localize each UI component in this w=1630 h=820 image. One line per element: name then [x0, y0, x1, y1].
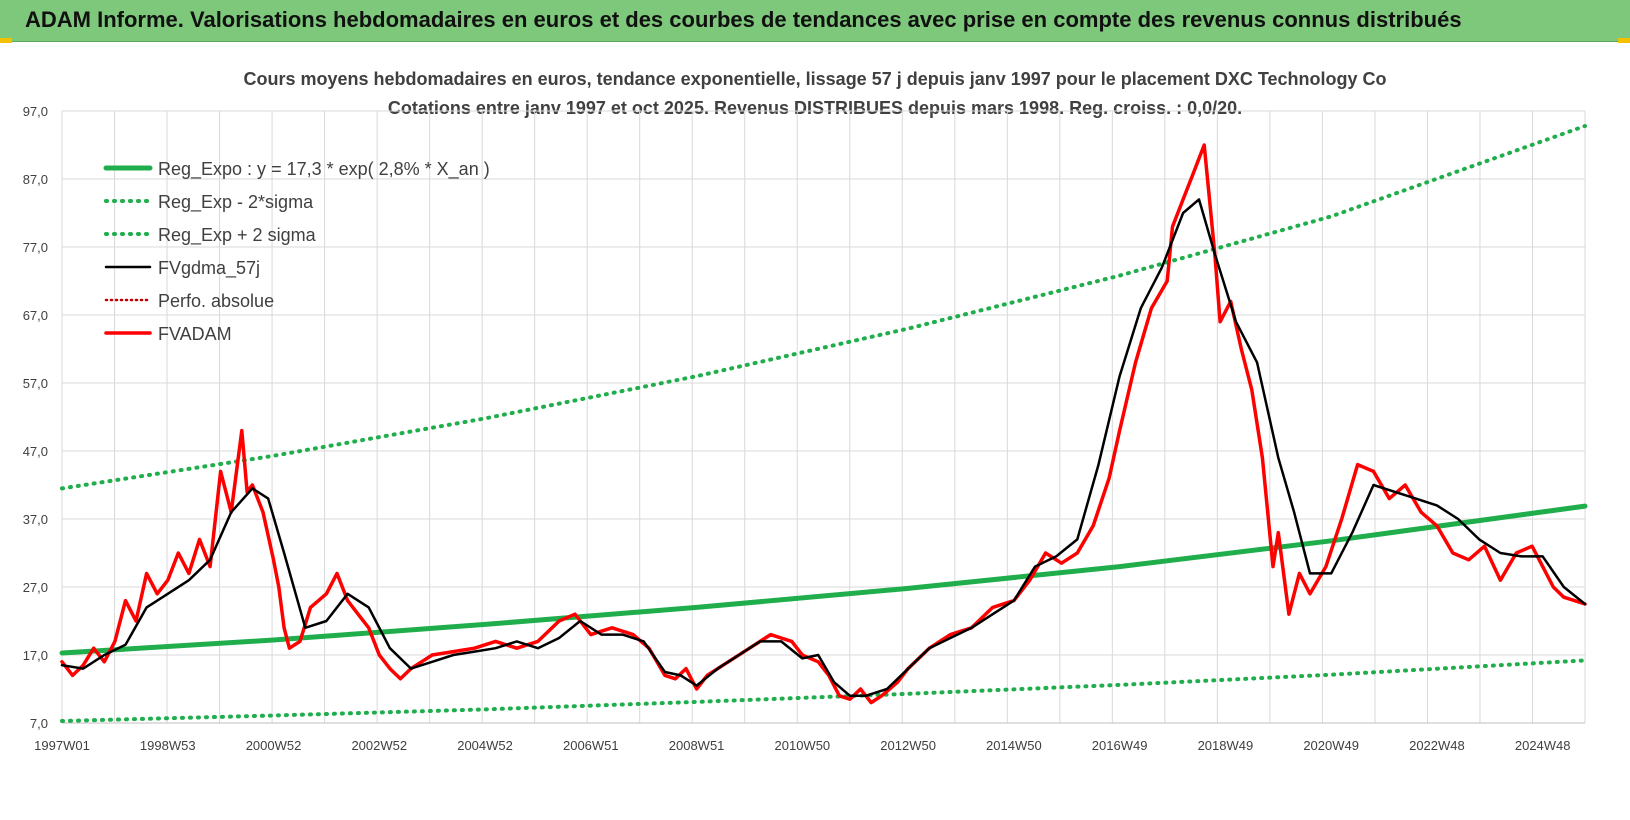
y-tick-label: 97,0 [23, 104, 48, 119]
x-tick-label: 2018W49 [1198, 738, 1254, 753]
series-line-1 [60, 658, 1587, 723]
corner-marker-left [0, 38, 12, 43]
legend-label: FVgdma_57j [158, 258, 260, 279]
series-line-3 [60, 198, 1587, 698]
y-tick-label: 17,0 [23, 648, 48, 663]
legend-label: Reg_Expo : y = 17,3 * exp( 2,8% * X_an ) [158, 159, 490, 180]
y-tick-label: 7,0 [30, 716, 48, 731]
chart-grid [61, 110, 1586, 724]
legend-label: Reg_Exp - 2*sigma [158, 192, 314, 213]
x-tick-label: 2004W52 [457, 738, 513, 753]
y-tick-label: 47,0 [23, 444, 48, 459]
x-tick-label: 2020W49 [1303, 738, 1359, 753]
series-layer [59, 124, 1588, 723]
chart-title: Cours moyens hebdomadaires en euros, ten… [244, 69, 1387, 89]
y-tick-label: 57,0 [23, 376, 48, 391]
x-tick-label: 2022W48 [1409, 738, 1465, 753]
series-line-5 [60, 143, 1587, 705]
x-tick-label: 2002W52 [351, 738, 407, 753]
y-axis: 7,0 17,0 27,0 37,0 47,0 57,0 67,0 77,0 87,0 97,0 [23, 104, 48, 731]
x-tick-label: 2000W52 [246, 738, 302, 753]
x-tick-label: 2016W49 [1092, 738, 1148, 753]
x-tick-label: 2008W51 [669, 738, 725, 753]
x-tick-label: 1997W01 [34, 738, 90, 753]
x-tick-label: 2024W48 [1515, 738, 1571, 753]
chart-legend: Reg_Expo : y = 17,3 * exp( 2,8% * X_an )… [103, 159, 490, 344]
x-tick-label: 1998W53 [140, 738, 196, 753]
report-banner: ADAM Informe. Valorisations hebdomadaire… [0, 0, 1630, 42]
x-axis: 1997W01 1998W53 2000W52 2002W52 2004W52 2006W… [34, 738, 1570, 753]
y-tick-label: 67,0 [23, 308, 48, 323]
x-tick-label: 2014W50 [986, 738, 1042, 753]
y-tick-label: 37,0 [23, 512, 48, 527]
legend-label: Perfo. absolue [158, 291, 274, 311]
chart-frame: Cours moyens hebdomadaires en euros, ten… [0, 42, 1630, 815]
chart-svg: Cours moyens hebdomadaires en euros, ten… [23, 69, 1588, 753]
x-tick-label: 2012W50 [880, 738, 936, 753]
corner-marker-right [1618, 38, 1630, 43]
legend-label: FVADAM [158, 324, 232, 344]
y-tick-label: 87,0 [23, 172, 48, 187]
chart-subtitle: Cotations entre janv 1997 et oct 2025. R… [388, 98, 1242, 118]
report-title: ADAM Informe. Valorisations hebdomadaire… [25, 7, 1462, 32]
y-tick-label: 77,0 [23, 240, 48, 255]
legend-label: Reg_Exp + 2 sigma [158, 225, 317, 246]
x-tick-label: 2010W50 [775, 738, 831, 753]
x-tick-label: 2006W51 [563, 738, 619, 753]
y-tick-label: 27,0 [23, 580, 48, 595]
series-line-0 [59, 503, 1588, 656]
series-line-2 [60, 124, 1587, 491]
